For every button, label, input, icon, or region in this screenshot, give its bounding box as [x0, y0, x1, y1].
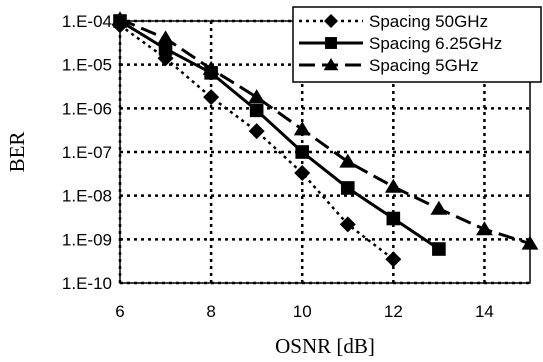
- data-point-triangle: [248, 89, 265, 103]
- data-point-square: [250, 104, 264, 118]
- data-point-triangle: [157, 30, 174, 44]
- data-point-diamond: [203, 89, 219, 105]
- x-tick-labels: 6 8 10 12 14: [115, 302, 494, 321]
- x-tick-label: 10: [293, 302, 312, 321]
- x-axis-title: OSNR [dB]: [275, 334, 375, 358]
- data-point-triangle: [385, 179, 402, 193]
- legend-label: Spacing 6.25GHz: [369, 34, 502, 53]
- data-point-square: [341, 181, 355, 195]
- legend-label: Spacing 5GHz: [369, 56, 479, 75]
- y-tick-label: 1.E-05: [62, 56, 112, 75]
- y-tick-label: 1.E-06: [62, 99, 112, 118]
- legend-marker-square: [325, 37, 337, 49]
- x-tick-label: 6: [115, 302, 124, 321]
- legend: Spacing 50GHz Spacing 6.25GHz Spacing 5GHz: [293, 7, 541, 82]
- data-point-diamond: [249, 123, 265, 139]
- data-point-diamond: [385, 251, 401, 267]
- data-point-square: [387, 212, 401, 226]
- y-tick-label: 1.E-10: [62, 274, 112, 293]
- x-tick-label: 12: [384, 302, 403, 321]
- x-tick-label: 14: [475, 302, 494, 321]
- x-tick-label: 8: [206, 302, 215, 321]
- data-point-square: [432, 242, 446, 256]
- y-axis-title: BER: [5, 132, 29, 173]
- data-point-triangle: [294, 121, 311, 135]
- y-tick-label: 1.E-04: [62, 12, 112, 31]
- y-tick-label: 1.E-09: [62, 230, 112, 249]
- y-tick-label: 1.E-08: [62, 187, 112, 206]
- y-tick-labels: 1.E-04 1.E-05 1.E-06 1.E-07 1.E-08 1.E-09 1.E-…: [62, 12, 112, 293]
- y-tick-label: 1.E-07: [62, 143, 112, 162]
- data-point-triangle: [430, 201, 447, 215]
- legend-label: Spacing 50GHz: [369, 12, 488, 31]
- data-point-square: [295, 145, 309, 159]
